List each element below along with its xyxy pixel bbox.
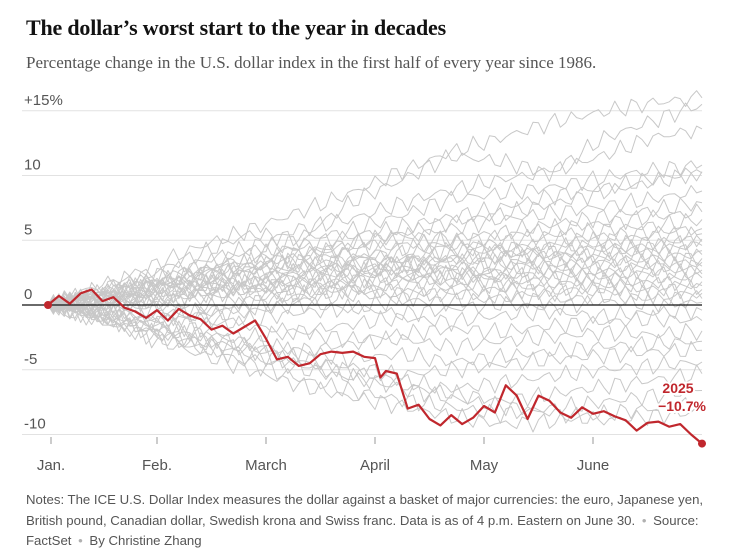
highlight-series-name: 2025 (662, 380, 693, 396)
x-tick-label: Feb. (142, 457, 172, 474)
x-tick-label: March (245, 457, 287, 474)
background-year-line (47, 241, 703, 308)
background-year-line (47, 301, 703, 341)
byline-text: By Christine Zhang (89, 533, 202, 548)
highlight-annotation: 2025 −10.7% (656, 378, 708, 416)
highlight-line-2025 (47, 288, 703, 445)
x-tick-label: April (360, 457, 390, 474)
background-year-line (47, 300, 703, 433)
source-text: Source: FactSet (26, 512, 699, 549)
notes-text: Notes: The ICE U.S. Dollar Index measure… (26, 492, 704, 528)
background-year-line (47, 102, 703, 312)
start-point (44, 301, 52, 309)
x-tick-label: June (577, 457, 610, 474)
background-year-lines (47, 90, 703, 433)
chart-subtitle: Percentage change in the U.S. dollar ind… (26, 53, 597, 72)
y-tick-label: 0 (24, 286, 32, 303)
background-year-line (47, 298, 703, 426)
y-axis-tick-labels: +15% 10 5 0 -5 -10 (24, 92, 63, 433)
end-point (698, 439, 706, 448)
chart-notes: Notes: The ICE U.S. Dollar Index measure… (26, 490, 726, 552)
background-year-line (47, 256, 703, 316)
background-year-line (47, 300, 703, 349)
y-tick-label: -5 (24, 351, 37, 368)
background-year-line (47, 203, 703, 311)
x-tick-label: Jan. (37, 457, 65, 474)
background-year-line (47, 304, 703, 424)
x-tick-label: May (470, 457, 499, 474)
y-tick-label: -10 (24, 416, 46, 433)
background-year-line (47, 90, 703, 307)
background-year-line (47, 197, 703, 313)
chart-title: The dollar’s worst start to the year in … (26, 15, 446, 40)
background-year-line (47, 286, 703, 324)
background-year-line (47, 125, 703, 308)
background-year-line (47, 263, 703, 312)
y-tick-label: 10 (24, 157, 41, 174)
y-tick-label: 5 (24, 221, 32, 238)
background-year-line (47, 298, 703, 382)
separator-dot: • (78, 533, 83, 548)
separator-dot: • (641, 512, 647, 528)
y-tick-label: +15% (24, 92, 63, 109)
background-year-line (47, 268, 703, 322)
background-year-line (47, 302, 703, 369)
background-year-line (47, 169, 703, 311)
background-year-line (47, 303, 703, 394)
highlight-end-value-label: −10.7% (658, 398, 706, 414)
x-axis-tick-labels: Jan. Feb. March April May June (37, 437, 609, 474)
highlight-year-line (44, 288, 706, 448)
